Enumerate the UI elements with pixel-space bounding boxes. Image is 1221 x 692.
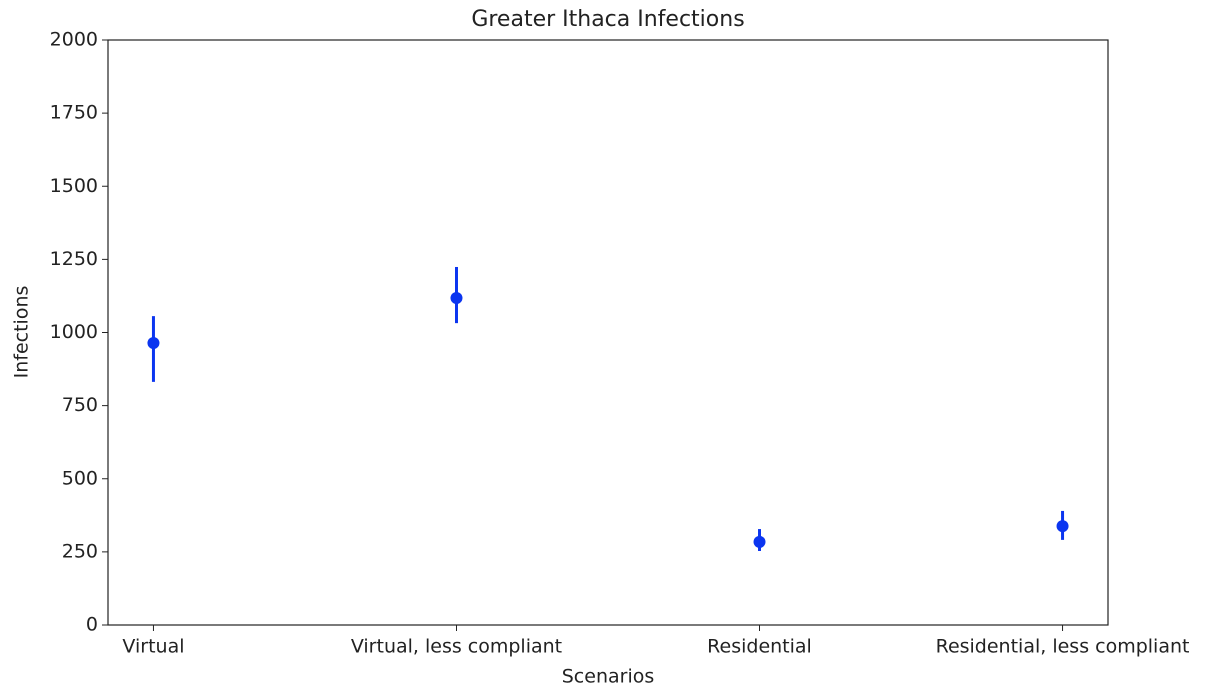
plot-frame bbox=[107, 39, 1109, 626]
x-tick-label: Virtual bbox=[122, 636, 184, 658]
y-tick-label: 500 bbox=[62, 467, 98, 489]
x-tick-label: Residential bbox=[707, 636, 812, 658]
x-tick-label: Virtual, less compliant bbox=[351, 636, 562, 658]
x-axis-label: Scenarios bbox=[562, 666, 655, 688]
y-tick-label: 1250 bbox=[50, 248, 98, 270]
y-tick-label: 1000 bbox=[50, 321, 98, 343]
y-tick-label: 1750 bbox=[50, 102, 98, 124]
chart-title: Greater Ithaca Infections bbox=[471, 7, 744, 32]
point bbox=[753, 535, 766, 548]
y-tick-label: 2000 bbox=[50, 29, 98, 51]
point bbox=[1056, 520, 1069, 533]
point bbox=[450, 291, 463, 304]
y-tick-label: 250 bbox=[62, 540, 98, 562]
y-tick-label: 0 bbox=[86, 614, 98, 636]
y-axis-label: Infections bbox=[11, 286, 33, 379]
point bbox=[147, 337, 160, 350]
x-tick-label: Residential, less compliant bbox=[936, 636, 1190, 658]
y-tick-label: 1500 bbox=[50, 175, 98, 197]
y-tick-label: 750 bbox=[62, 394, 98, 416]
